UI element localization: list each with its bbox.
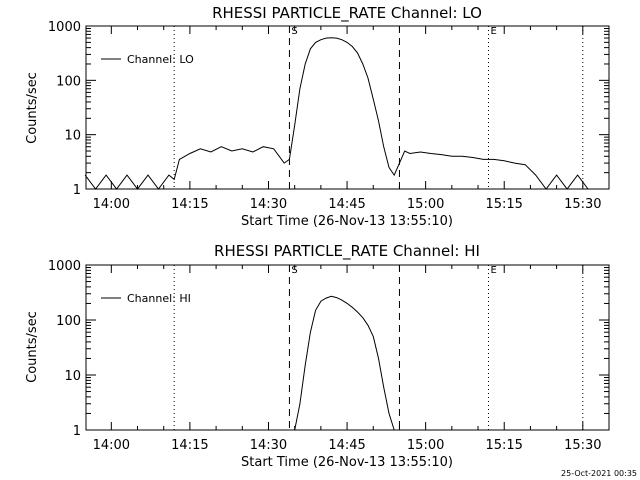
- x-tick-label: 14:15: [171, 197, 208, 212]
- x-tick-label: 15:30: [564, 197, 601, 212]
- y-tick-label: 1000: [48, 20, 81, 35]
- x-axis-label: Start Time (26-Nov-13 13:55:10): [241, 214, 453, 229]
- event-marker-label: E: [491, 26, 497, 37]
- chart-panel-lo: RHESSI PARTICLE_RATE Channel: LO Counts/…: [25, 4, 610, 229]
- y-axis-label: Counts/sec: [25, 72, 40, 144]
- x-tick-label: 15:00: [407, 438, 444, 453]
- event-marker-label: S: [291, 26, 297, 37]
- x-tick-label: 15:15: [485, 197, 522, 212]
- series-line-channel-hi: [294, 295, 395, 431]
- y-tick-label: 1000: [48, 259, 81, 274]
- x-tick-label: 14:30: [250, 438, 287, 453]
- x-tick-label: 14:00: [93, 197, 130, 212]
- y-tick-label: 1: [73, 424, 81, 439]
- y-tick-label: 100: [56, 314, 81, 329]
- x-axis-label: Start Time (26-Nov-13 13:55:10): [241, 455, 453, 470]
- x-tick-label: 14:15: [171, 438, 208, 453]
- x-tick-label: 15:00: [407, 197, 444, 212]
- series-line-channel-lo: [84, 37, 589, 190]
- x-tick-label: 14:00: [93, 438, 130, 453]
- plot-frame: [85, 25, 610, 190]
- legend-label: Channel: HI: [127, 292, 191, 305]
- chart-title: RHESSI PARTICLE_RATE Channel: HI: [214, 242, 480, 261]
- x-tick-label: 14:45: [328, 197, 365, 212]
- x-tick-label: 14:30: [250, 197, 287, 212]
- y-axis-label: Counts/sec: [25, 311, 40, 383]
- y-tick-label: 100: [56, 74, 81, 89]
- y-tick-label: 1: [73, 183, 81, 198]
- x-tick-label: 15:30: [564, 438, 601, 453]
- legend-label: Channel: LO: [127, 53, 194, 66]
- x-tick-label: 14:45: [328, 438, 365, 453]
- chart-panel-hi: RHESSI PARTICLE_RATE Channel: HI Counts/…: [25, 242, 610, 470]
- event-marker-label: E: [491, 265, 497, 276]
- footer-timestamp: 25-Oct-2021 00:35: [561, 469, 637, 478]
- y-tick-label: 10: [64, 129, 81, 144]
- x-tick-label: 15:15: [485, 438, 522, 453]
- event-marker-label: S: [291, 265, 297, 276]
- y-tick-label: 10: [64, 369, 81, 384]
- plot-frame: [85, 264, 610, 431]
- chart-title: RHESSI PARTICLE_RATE Channel: LO: [212, 4, 482, 23]
